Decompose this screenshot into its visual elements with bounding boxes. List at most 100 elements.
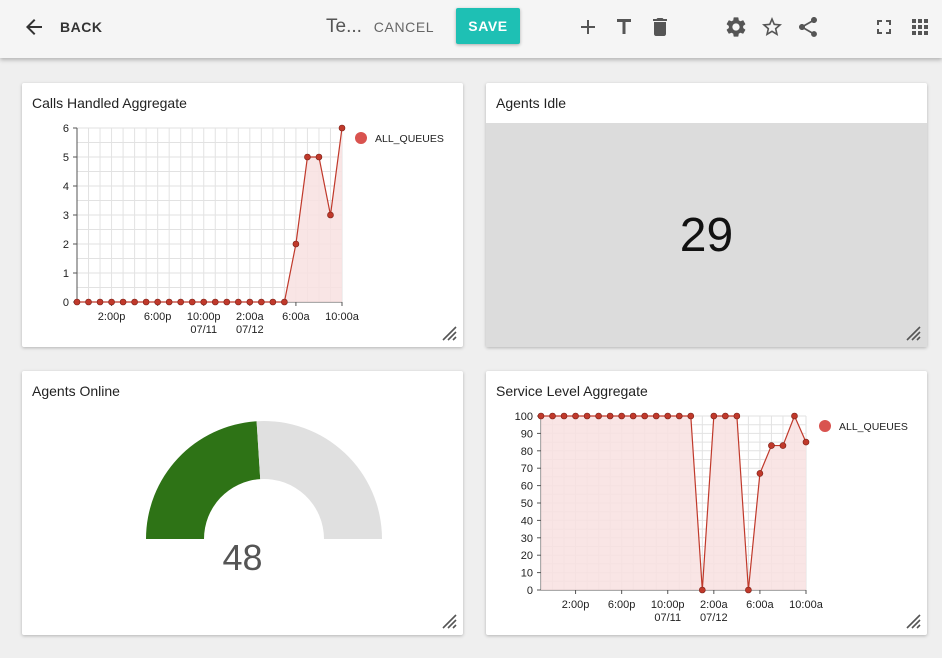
- widget-title: Calls Handled Aggregate: [32, 95, 187, 111]
- delete-button[interactable]: [646, 13, 674, 41]
- share-icon: [799, 17, 817, 37]
- gauge-value-arc: [146, 421, 261, 539]
- y-tick-label: 5: [63, 152, 69, 164]
- dashboard-title[interactable]: Te...: [326, 16, 362, 37]
- x-tick-label: 2:00p: [98, 311, 126, 323]
- x-tick-label: 6:00a: [746, 599, 774, 611]
- data-point: [108, 298, 115, 306]
- data-point: [304, 153, 311, 161]
- settings-button[interactable]: [722, 13, 750, 41]
- widget-calls-handled[interactable]: Calls Handled Aggregate 0 1 2 3 4 5 6 2:00p 6:00…: [22, 83, 463, 347]
- data-point: [235, 298, 242, 306]
- data-point: [154, 298, 161, 306]
- data-point: [583, 412, 591, 420]
- share-button[interactable]: [794, 13, 822, 41]
- y-tick-label: 10: [521, 568, 533, 580]
- data-point: [96, 298, 104, 306]
- x-tick-label: 2:00p: [562, 599, 590, 611]
- save-button[interactable]: SAVE: [456, 8, 520, 44]
- delete-icon: [653, 18, 667, 36]
- data-point: [675, 412, 683, 420]
- resize-handle-icon[interactable]: [441, 613, 457, 629]
- data-point: [338, 124, 346, 132]
- add-text-button[interactable]: [610, 13, 638, 41]
- data-point: [606, 412, 614, 420]
- data-point: [699, 586, 706, 594]
- data-point: [722, 412, 729, 420]
- fullscreen-button[interactable]: [870, 13, 898, 41]
- y-tick-label: 6: [63, 123, 69, 135]
- x-tick-label: 07/11: [190, 324, 217, 336]
- y-tick-label: 3: [63, 210, 69, 222]
- y-tick-label: 100: [515, 411, 533, 423]
- top-toolbar: BACK Te... CANCEL SAVE: [0, 0, 942, 58]
- legend-marker: [819, 420, 831, 432]
- data-point: [537, 412, 545, 420]
- data-point: [269, 298, 277, 306]
- data-point: [292, 240, 300, 248]
- y-tick-label: 4: [63, 181, 69, 193]
- data-point: [258, 298, 265, 306]
- data-point: [652, 412, 660, 420]
- data-point: [745, 586, 752, 594]
- y-tick-label: 30: [521, 533, 533, 545]
- y-tick-label: 2: [63, 239, 69, 251]
- widget-agents-idle[interactable]: Agents Idle 29: [486, 83, 927, 347]
- widget-agents-online[interactable]: Agents Online 48: [22, 371, 463, 635]
- x-tick-label: 10:00p: [187, 311, 221, 323]
- resize-handle-icon[interactable]: [441, 325, 457, 341]
- y-tick-label: 0: [527, 585, 533, 597]
- data-point: [618, 412, 625, 420]
- legend-marker: [355, 132, 367, 144]
- x-tick-label: 2:00a: [236, 311, 264, 323]
- data-point: [315, 153, 323, 161]
- x-tick-label: 10:00a: [789, 599, 824, 611]
- y-tick-label: 50: [521, 498, 533, 510]
- y-tick-label: 1: [63, 268, 69, 280]
- apps-button[interactable]: [906, 13, 934, 41]
- data-point: [802, 438, 810, 446]
- fullscreen-icon: [877, 20, 891, 34]
- back-button[interactable]: BACK: [18, 12, 110, 42]
- resize-handle-icon[interactable]: [905, 613, 921, 629]
- gauge-track-arc: [256, 421, 382, 539]
- agents-idle-value: 29: [679, 208, 734, 262]
- x-tick-label: 6:00a: [282, 311, 310, 323]
- data-point: [73, 298, 81, 306]
- y-tick-label: 20: [521, 550, 533, 562]
- data-point: [142, 298, 150, 306]
- data-point: [560, 412, 568, 420]
- favorite-button[interactable]: [758, 13, 786, 41]
- text-icon: [617, 19, 631, 34]
- series-area: [77, 128, 342, 302]
- resize-handle-icon[interactable]: [905, 325, 921, 341]
- data-point: [246, 298, 254, 306]
- add-widget-button[interactable]: [574, 13, 602, 41]
- data-point: [572, 412, 579, 420]
- legend-label: ALL_QUEUES: [839, 421, 908, 433]
- x-tick-label: 10:00a: [325, 311, 360, 323]
- settings-icon: [726, 17, 746, 37]
- data-point: [211, 298, 219, 306]
- cancel-button[interactable]: CANCEL: [373, 19, 435, 35]
- x-tick-label: 6:00p: [144, 311, 172, 323]
- x-tick-label: 2:00a: [700, 599, 728, 611]
- x-tick-label: 07/12: [700, 612, 728, 624]
- data-point: [131, 298, 138, 306]
- apps-grid-icon: [912, 19, 928, 35]
- data-point: [791, 412, 798, 420]
- data-point: [165, 298, 173, 306]
- data-point: [768, 442, 775, 449]
- y-tick-label: 40: [521, 515, 533, 527]
- legend-label: ALL_QUEUES: [375, 133, 444, 145]
- widget-service-level[interactable]: Service Level Aggregate 0 10 20 30 40 50 60 70 8…: [486, 371, 927, 635]
- x-tick-label: 07/12: [236, 324, 264, 336]
- star-icon: [762, 17, 782, 36]
- data-point: [188, 298, 196, 306]
- data-point: [687, 412, 695, 420]
- data-point: [549, 412, 556, 420]
- data-point: [710, 412, 718, 420]
- data-point: [200, 298, 208, 306]
- y-tick-label: 0: [63, 297, 69, 309]
